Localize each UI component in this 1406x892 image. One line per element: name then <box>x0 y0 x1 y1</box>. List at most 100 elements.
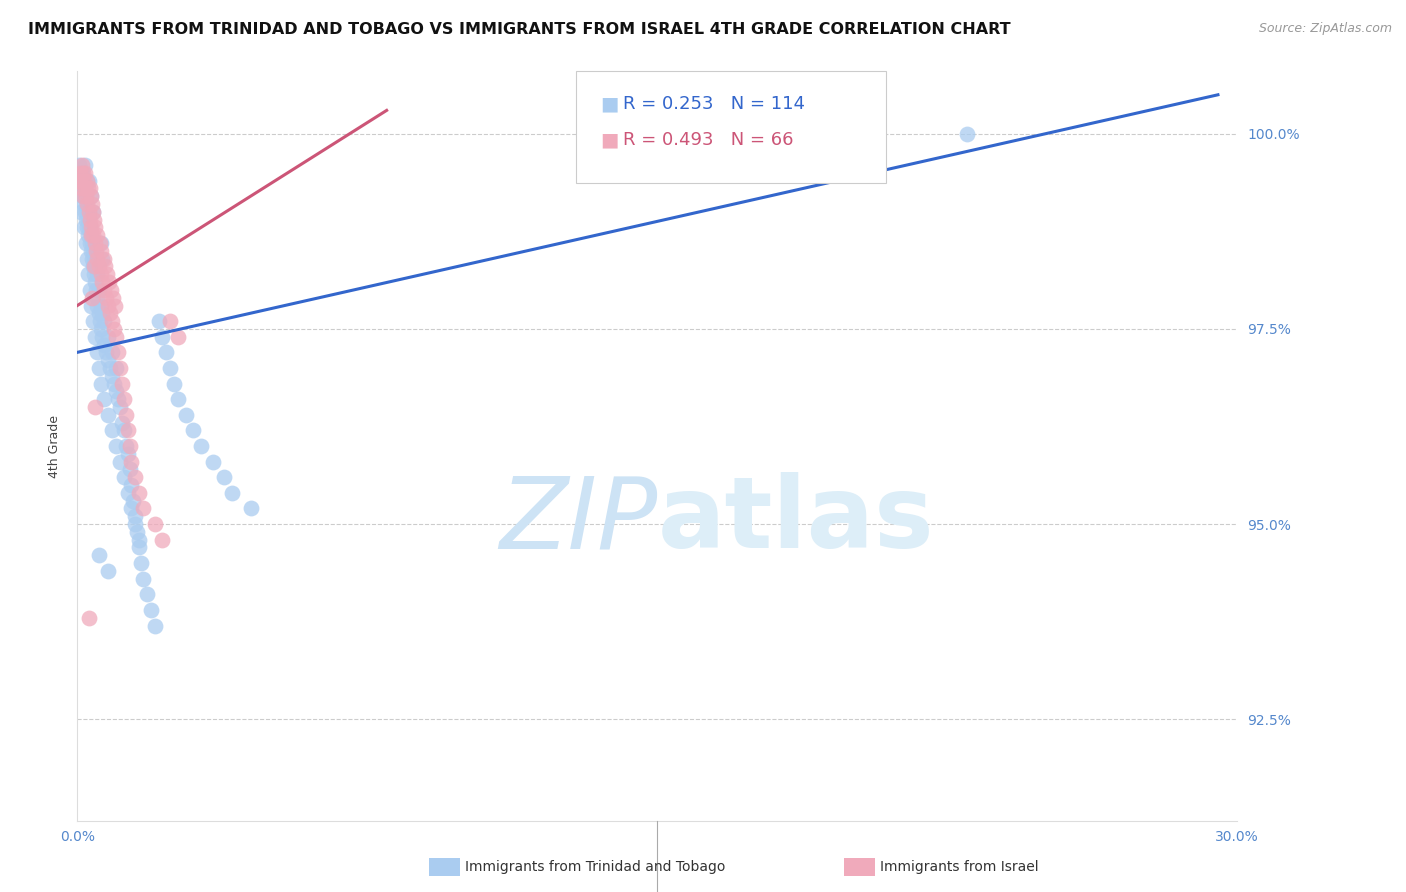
Point <box>166 392 188 407</box>
Text: Source: ZipAtlas.com: Source: ZipAtlas.com <box>1258 22 1392 36</box>
Point <box>139 603 162 617</box>
Point <box>80 220 103 235</box>
Point <box>105 360 127 375</box>
Point <box>90 244 112 258</box>
Point <box>87 360 110 375</box>
Point <box>69 166 91 180</box>
Point <box>100 283 122 297</box>
Point <box>114 408 136 422</box>
Point <box>128 533 150 547</box>
Text: ZIP: ZIP <box>499 473 658 569</box>
Point <box>214 470 236 484</box>
Point <box>101 314 124 328</box>
Point <box>148 314 170 328</box>
Point <box>124 509 146 524</box>
Point <box>83 260 105 274</box>
Point <box>108 400 131 414</box>
Point <box>79 212 101 227</box>
Point <box>87 549 110 563</box>
Point <box>221 485 243 500</box>
Point <box>105 384 127 399</box>
Point <box>190 439 212 453</box>
Point <box>124 517 146 532</box>
Point <box>129 556 152 570</box>
Point <box>75 189 97 203</box>
Point <box>107 345 129 359</box>
Point <box>91 252 114 266</box>
Point <box>75 197 97 211</box>
Point <box>97 299 120 313</box>
Point <box>80 244 103 258</box>
Text: ■: ■ <box>600 95 619 114</box>
Point <box>90 299 111 313</box>
Point <box>76 173 98 187</box>
Point <box>128 485 150 500</box>
Point <box>89 314 111 328</box>
Point <box>120 478 143 492</box>
Point <box>80 228 103 243</box>
Point <box>72 189 94 203</box>
Point <box>163 376 186 391</box>
Point <box>143 618 166 632</box>
Point <box>70 173 93 187</box>
Point <box>83 400 105 414</box>
Point <box>84 244 107 258</box>
Text: R = 0.493   N = 66: R = 0.493 N = 66 <box>623 131 793 149</box>
Point <box>98 275 121 289</box>
Point <box>87 283 110 297</box>
Point <box>97 564 120 578</box>
Point <box>91 275 114 289</box>
Point <box>80 189 103 203</box>
Text: Immigrants from Trinidad and Tobago: Immigrants from Trinidad and Tobago <box>465 860 725 874</box>
Point <box>135 587 157 601</box>
Point <box>80 236 103 251</box>
Point <box>108 455 131 469</box>
Point <box>155 345 177 359</box>
Point <box>122 493 145 508</box>
Point <box>128 541 150 555</box>
Point <box>84 283 107 297</box>
Point <box>86 345 108 359</box>
Point <box>112 470 135 484</box>
Point <box>75 204 96 219</box>
Point <box>67 173 90 187</box>
Point <box>77 228 100 243</box>
Point <box>956 127 979 141</box>
Point <box>105 439 127 453</box>
Point <box>83 275 105 289</box>
Point <box>73 197 96 211</box>
Point <box>76 252 98 266</box>
Point <box>114 439 136 453</box>
Point <box>90 376 111 391</box>
Point <box>97 408 120 422</box>
Point <box>77 181 100 195</box>
Point <box>117 485 139 500</box>
Point <box>201 455 224 469</box>
Point <box>79 220 101 235</box>
Text: ■: ■ <box>600 130 619 150</box>
Point <box>80 252 103 266</box>
Point <box>77 268 100 282</box>
Point <box>77 204 100 219</box>
Point <box>124 470 146 484</box>
Point <box>120 501 143 516</box>
Point <box>75 166 96 180</box>
Point <box>72 173 94 187</box>
Point <box>101 368 124 383</box>
Point <box>83 329 105 343</box>
Point <box>80 299 103 313</box>
Point <box>96 345 118 359</box>
Point <box>83 268 105 282</box>
Point <box>152 533 174 547</box>
Point <box>103 376 125 391</box>
Point <box>98 360 121 375</box>
Point <box>97 329 120 343</box>
Point <box>82 260 104 274</box>
Point <box>87 306 110 320</box>
Point <box>118 439 141 453</box>
Point <box>107 392 129 407</box>
Point <box>152 329 174 343</box>
Point <box>76 173 98 187</box>
Point <box>86 291 108 305</box>
Point <box>111 376 134 391</box>
